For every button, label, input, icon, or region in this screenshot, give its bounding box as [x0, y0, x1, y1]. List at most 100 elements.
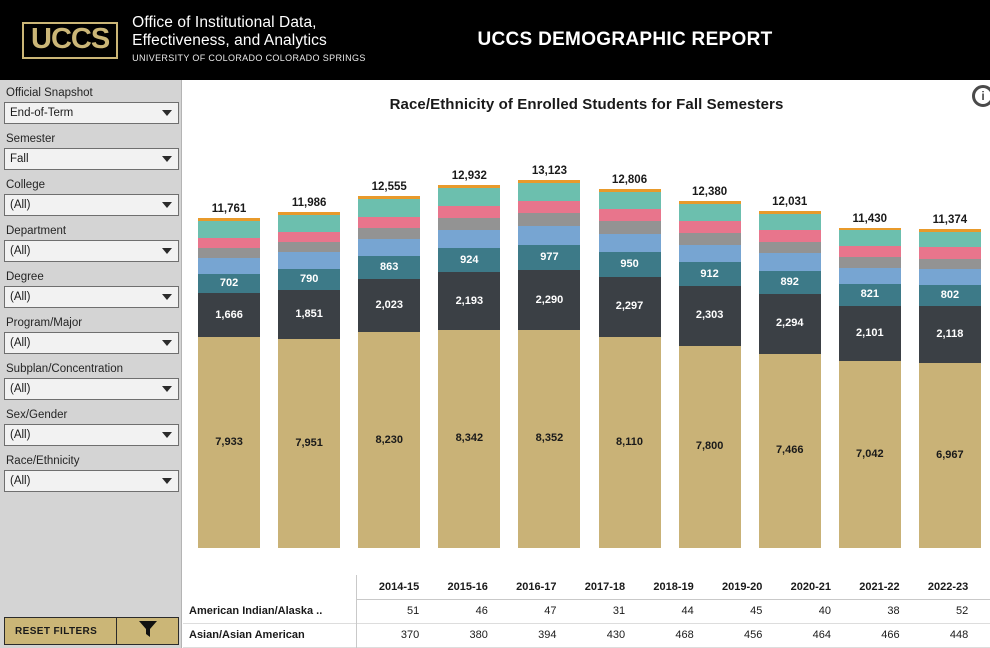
chevron-down-icon[interactable] — [162, 386, 172, 392]
bar-segment[interactable] — [278, 231, 341, 242]
bar-segment[interactable] — [438, 206, 501, 218]
bar-segment[interactable]: 2,118 — [918, 306, 981, 363]
bar-segment[interactable] — [598, 221, 661, 234]
bar-segment[interactable] — [438, 217, 501, 230]
reset-filters-button[interactable]: RESET FILTERS — [4, 617, 117, 645]
chevron-down-icon[interactable] — [162, 294, 172, 300]
bar-segment[interactable] — [758, 242, 821, 254]
bar-segment[interactable] — [758, 210, 821, 214]
bar-segment[interactable]: 8,230 — [358, 332, 421, 548]
bar-segment[interactable]: 1,851 — [278, 289, 341, 339]
bar-segment[interactable] — [278, 211, 341, 215]
bar-segment[interactable] — [598, 191, 661, 210]
bar-segment[interactable] — [838, 227, 901, 231]
bar-stack[interactable]: 977 2,290 8,352 — [518, 180, 581, 548]
bar-segment[interactable] — [518, 213, 581, 227]
bar-segment[interactable]: 2,297 — [598, 276, 661, 337]
filter-apply-button[interactable] — [117, 617, 179, 645]
bar-segment[interactable] — [918, 229, 981, 232]
bar-segment[interactable]: 7,933 — [198, 337, 261, 548]
filter-select[interactable]: (All) — [4, 378, 179, 400]
bar-stack[interactable]: 821 2,101 7,042 — [838, 227, 901, 548]
filter-select[interactable]: (All) — [4, 470, 179, 492]
bar-stack[interactable]: 912 2,303 7,800 — [678, 200, 741, 548]
bar-segment[interactable] — [838, 230, 901, 246]
bar-stack[interactable]: 802 2,118 6,967 — [918, 229, 981, 548]
chevron-down-icon[interactable] — [162, 110, 172, 116]
filter-select[interactable]: (All) — [4, 286, 179, 308]
bar-segment[interactable] — [838, 257, 901, 269]
bar-segment[interactable] — [358, 239, 421, 257]
bar-segment[interactable]: 7,466 — [758, 353, 821, 548]
bar-segment[interactable] — [358, 198, 421, 218]
bar-segment[interactable]: 2,101 — [838, 305, 901, 362]
bar-segment[interactable] — [918, 269, 981, 286]
chevron-down-icon[interactable] — [162, 156, 172, 162]
bar-segment[interactable] — [278, 252, 341, 270]
bar-segment[interactable]: 8,352 — [518, 329, 581, 548]
bar-segment[interactable]: 863 — [358, 256, 421, 280]
bar-segment[interactable]: 2,023 — [358, 279, 421, 333]
bar-segment[interactable] — [198, 220, 261, 238]
bar-segment[interactable] — [758, 230, 821, 243]
bar-segment[interactable] — [438, 229, 501, 249]
bar-segment[interactable]: 7,951 — [278, 338, 341, 548]
bar-segment[interactable] — [198, 237, 261, 248]
bar-segment[interactable] — [198, 247, 261, 259]
chevron-down-icon[interactable] — [162, 202, 172, 208]
bar-segment[interactable]: 702 — [198, 274, 261, 293]
filter-select[interactable]: (All) — [4, 332, 179, 354]
chevron-down-icon[interactable] — [162, 340, 172, 346]
bar-segment[interactable] — [678, 244, 741, 263]
chevron-down-icon[interactable] — [162, 248, 172, 254]
bar-segment[interactable] — [518, 180, 581, 184]
info-circle-icon[interactable]: i — [972, 85, 990, 107]
bar-segment[interactable]: 924 — [438, 248, 501, 273]
bar-segment[interactable] — [438, 188, 501, 207]
bar-segment[interactable] — [678, 203, 741, 221]
bar-stack[interactable]: 924 2,193 8,342 — [438, 185, 501, 548]
chevron-down-icon[interactable] — [162, 432, 172, 438]
bar-segment[interactable] — [918, 231, 981, 247]
bar-segment[interactable]: 912 — [678, 262, 741, 287]
bar-stack[interactable]: 950 2,297 8,110 — [598, 188, 661, 548]
filter-select[interactable]: (All) — [4, 424, 179, 446]
bar-segment[interactable] — [358, 195, 421, 199]
bar-segment[interactable]: 2,303 — [678, 286, 741, 346]
bar-segment[interactable]: 8,342 — [438, 329, 501, 548]
bar-segment[interactable] — [918, 246, 981, 259]
bar-segment[interactable]: 7,800 — [678, 345, 741, 548]
bar-segment[interactable] — [838, 245, 901, 258]
bar-segment[interactable] — [758, 253, 821, 271]
bar-segment[interactable] — [598, 209, 661, 222]
filter-select[interactable]: (All) — [4, 240, 179, 262]
bar-segment[interactable] — [438, 185, 501, 189]
bar-segment[interactable] — [678, 200, 741, 204]
bar-segment[interactable] — [758, 213, 821, 231]
bar-segment[interactable] — [198, 218, 261, 221]
bar-segment[interactable] — [518, 183, 581, 202]
bar-segment[interactable] — [598, 188, 661, 192]
bar-segment[interactable] — [518, 201, 581, 214]
bar-segment[interactable]: 977 — [518, 244, 581, 271]
bar-segment[interactable]: 2,290 — [518, 270, 581, 330]
bar-segment[interactable] — [278, 241, 341, 253]
bar-segment[interactable] — [918, 258, 981, 270]
bar-stack[interactable]: 790 1,851 7,951 — [278, 211, 341, 548]
bar-segment[interactable]: 8,110 — [598, 336, 661, 548]
bar-segment[interactable] — [678, 232, 741, 245]
bar-stack[interactable]: 702 1,666 7,933 — [198, 218, 261, 548]
bar-segment[interactable] — [678, 220, 741, 233]
bar-segment[interactable] — [598, 233, 661, 253]
bar-segment[interactable] — [518, 226, 581, 245]
bar-stack[interactable]: 892 2,294 7,466 — [758, 210, 821, 548]
bar-segment[interactable]: 7,042 — [838, 361, 901, 548]
bar-segment[interactable]: 790 — [278, 269, 341, 290]
bar-segment[interactable] — [838, 268, 901, 284]
bar-segment[interactable]: 892 — [758, 270, 821, 294]
bar-segment[interactable]: 2,294 — [758, 293, 821, 354]
bar-segment[interactable] — [278, 214, 341, 232]
bar-segment[interactable]: 2,193 — [438, 272, 501, 330]
bar-segment[interactable]: 802 — [918, 285, 981, 307]
filter-select[interactable]: Fall — [4, 148, 179, 170]
